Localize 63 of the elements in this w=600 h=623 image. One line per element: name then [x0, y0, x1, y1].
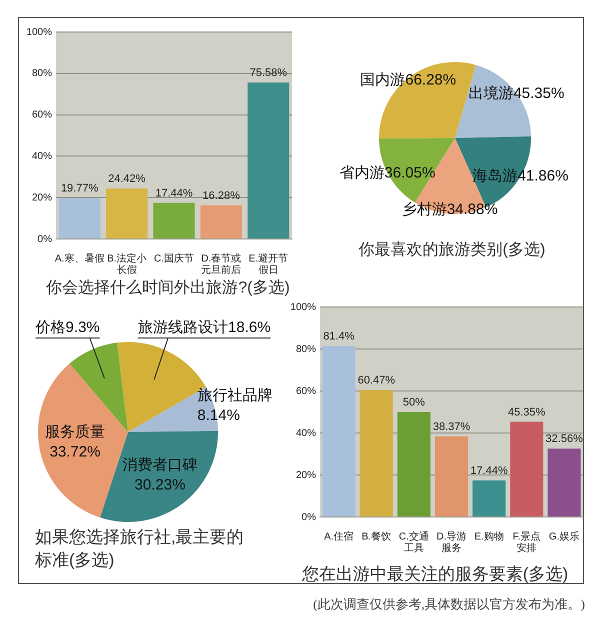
bar [58, 198, 100, 238]
bar [248, 82, 290, 238]
bar [548, 448, 581, 516]
data-label: 16.28% [202, 190, 240, 202]
slice-label: 价格9.3% [34, 319, 100, 336]
data-label: 17.44% [155, 187, 193, 200]
data-label: 8.14% [197, 406, 240, 424]
x-tick-label: B.法定小长假 [107, 252, 147, 276]
slice-label: 旅游线路设计18.6% [138, 319, 271, 336]
x-tick-label: C.交通工具 [398, 530, 429, 554]
bar [322, 346, 356, 516]
x-tick-label: D.春节或元旦前后 [201, 252, 242, 276]
y-tick-label: 80% [32, 68, 52, 80]
data-label: 19.77% [60, 182, 98, 195]
y-tick-label: 80% [296, 344, 316, 355]
y-tick-label: 100% [26, 26, 52, 38]
text: 您在出游中最关注的服务要素(多选) [300, 564, 568, 584]
data-label: 32.56% [546, 433, 584, 446]
bar [434, 436, 468, 516]
slice-label: 消费者口碑 [122, 456, 198, 474]
bar [106, 188, 148, 238]
data-label: 24.42% [108, 172, 146, 185]
y-tick-label: 20% [32, 192, 52, 204]
text: 你会选择什么时间外出旅游?(多选) [45, 278, 290, 296]
slice-label: 旅行社品牌 [197, 386, 272, 404]
y-tick-label: 100% [290, 302, 316, 313]
y-tick-label: 60% [32, 110, 52, 121]
data-label: 33.72% [50, 444, 100, 461]
bar [153, 202, 195, 238]
data-label: 60.47% [358, 374, 396, 387]
x-tick-label: E.购物 [474, 532, 504, 542]
y-tick-label: 40% [32, 150, 52, 162]
data-label: 17.44% [470, 464, 508, 477]
y-tick-label: 0% [302, 512, 316, 523]
y-tick-label: 40% [296, 428, 316, 439]
y-tick-label: 0% [38, 234, 52, 245]
x-tick-label: C.国庆节 [154, 252, 194, 264]
data-label: 45.35% [508, 406, 546, 418]
x-tick-label: D.导游服务 [436, 530, 466, 554]
x-tick-label: B.餐饮 [362, 530, 392, 542]
x-tick-label: A.寒、暑假 [54, 252, 104, 264]
data-label: 38.37% [432, 420, 470, 433]
bar [510, 422, 544, 516]
data-label: 30.23% [134, 476, 186, 494]
x-tick-label: F.景点安排 [512, 530, 541, 554]
text: 你最喜欢的旅游类别(多选) [358, 240, 546, 258]
bar [200, 205, 242, 238]
data-label: 50% [402, 396, 426, 409]
x-tick-label: G.娱乐 [548, 530, 580, 542]
x-tick-label: A.住宿 [324, 530, 354, 542]
y-tick-label: 20% [296, 470, 316, 481]
slice-label: 出境游45.35% [468, 85, 564, 102]
slice-label: 服务质量 [45, 424, 106, 441]
bar [472, 480, 506, 516]
text: 如果您选择旅行社,最主要的标准(多选) [34, 528, 244, 570]
slice-label: 国内游66.28% [360, 72, 456, 89]
x-tick-label: E.避开节假日 [248, 252, 288, 276]
data-label: 75.58% [250, 67, 288, 80]
bar [397, 412, 430, 516]
data-label: 81.4% [323, 330, 355, 343]
y-tick-label: 60% [296, 386, 316, 397]
text: (此次调查仅供参考,具体数据以官方发布为准。) [313, 596, 585, 612]
bar [360, 390, 393, 516]
